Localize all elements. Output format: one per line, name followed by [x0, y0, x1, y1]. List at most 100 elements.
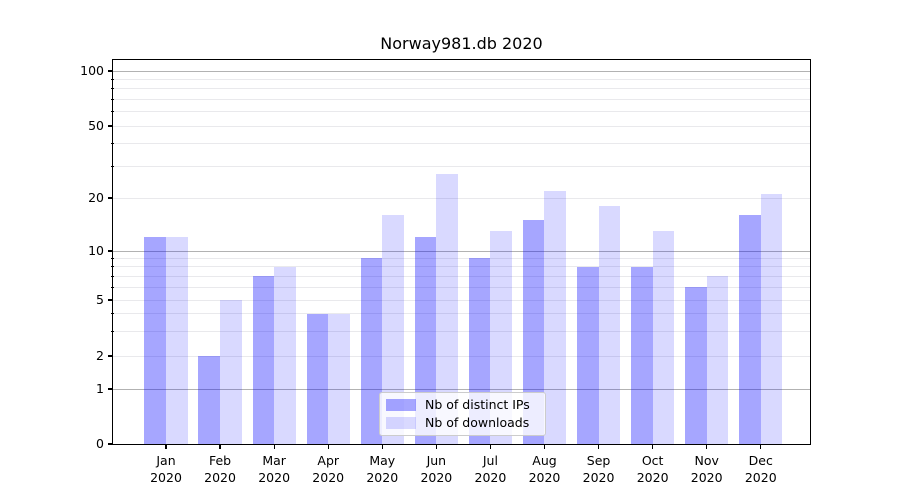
y-minor-tick-mark [110, 266, 114, 268]
x-tick-label: Feb 2020 [204, 453, 236, 485]
y-tick-label: 100 [80, 63, 104, 78]
y-minor-tick-mark [110, 98, 114, 100]
bar [490, 230, 512, 444]
x-tick-label: Jul 2020 [474, 453, 507, 485]
y-tick-mark [108, 355, 113, 357]
y-tick-mark [108, 443, 113, 445]
minor-gridline [113, 88, 810, 90]
y-minor-tick-mark [110, 313, 114, 315]
minor-gridline [113, 313, 810, 315]
x-tick-label: Nov 2020 [690, 453, 723, 485]
y-minor-tick-mark [110, 111, 114, 113]
x-tick-mark [273, 444, 275, 449]
x-tick-label: Aug 2020 [528, 453, 561, 485]
minor-gridline [113, 257, 810, 259]
bar [576, 266, 599, 444]
bar [706, 276, 729, 444]
x-tick-mark [760, 444, 762, 449]
y-tick-label: 20 [88, 190, 104, 205]
x-tick-label: May 2020 [366, 453, 399, 485]
bar [360, 258, 383, 444]
bar [198, 356, 221, 444]
legend-item-downloads: Nb of downloads [386, 416, 545, 430]
y-minor-tick-mark [110, 275, 114, 277]
bar [166, 237, 188, 444]
x-tick-label: Oct 2020 [636, 453, 669, 485]
x-tick-mark [327, 444, 329, 449]
y-tick-label: 10 [88, 243, 104, 258]
bar [436, 174, 458, 444]
minor-gridline [113, 275, 810, 277]
bar [598, 206, 621, 444]
x-tick-mark [435, 444, 437, 449]
y-minor-tick-mark [110, 286, 114, 288]
y-tick-label: 2 [96, 348, 104, 363]
x-tick-mark [165, 444, 167, 449]
y-minor-tick-mark [110, 88, 114, 90]
major-gridline [113, 250, 810, 252]
minor-gridline [113, 286, 810, 288]
y-tick-mark [108, 388, 113, 390]
bar [685, 287, 707, 444]
x-tick-mark [597, 444, 600, 449]
y-tick-mark [108, 125, 113, 127]
x-tick-mark [219, 444, 221, 449]
x-tick-label: Jun 2020 [420, 453, 453, 485]
bar [382, 215, 404, 444]
chart-title: Norway981.db 2020 [380, 34, 543, 53]
x-tick-mark [489, 444, 491, 449]
legend-label-downloads: Nb of downloads [425, 415, 530, 431]
x-tick-mark [706, 444, 708, 449]
minor-gridline [113, 197, 810, 199]
bar [739, 215, 761, 444]
bar [544, 190, 567, 444]
minor-gridline [113, 78, 810, 80]
minor-gridline [113, 266, 810, 268]
y-tick-label: 1 [96, 381, 104, 396]
y-minor-tick-mark [110, 78, 114, 80]
minor-gridline [113, 299, 810, 301]
y-tick-label: 50 [88, 118, 104, 133]
x-tick-label: Jan 2020 [150, 453, 182, 485]
minor-gridline [113, 98, 810, 100]
legend-swatch-downloads [386, 417, 416, 430]
y-tick-label: 0 [96, 436, 104, 451]
legend-item-distinct-ips: Nb of distinct IPs [386, 396, 545, 412]
minor-gridline [113, 355, 810, 357]
x-tick-label: Apr 2020 [312, 453, 345, 485]
y-minor-tick-mark [110, 143, 114, 145]
legend-swatch-distinct-ips [386, 398, 416, 411]
y-tick-mark [108, 250, 113, 252]
major-gridline [113, 388, 810, 390]
bar [652, 230, 675, 444]
y-tick-label: 5 [96, 292, 104, 307]
bar [328, 313, 350, 444]
y-tick-mark [108, 299, 113, 301]
y-minor-tick-mark [110, 330, 114, 332]
bar [306, 313, 329, 444]
legend-label-distinct-ips: Nb of distinct IPs [425, 396, 530, 412]
bar [220, 300, 242, 444]
bar [631, 266, 653, 444]
bar [760, 194, 783, 444]
bar [274, 266, 296, 444]
x-tick-label: Mar 2020 [258, 453, 291, 485]
x-tick-label: Dec 2020 [744, 453, 777, 485]
x-tick-mark [543, 444, 546, 449]
bar [522, 219, 545, 444]
minor-gridline [113, 111, 810, 113]
y-tick-mark [108, 70, 113, 72]
x-tick-label: Sep 2020 [582, 453, 615, 485]
x-tick-mark [381, 444, 383, 449]
legend: Nb of distinct IPs Nb of downloads [379, 392, 546, 436]
y-tick-mark [108, 197, 113, 199]
minor-gridline [113, 125, 810, 127]
major-gridline [113, 70, 810, 72]
y-minor-tick-mark [110, 257, 114, 259]
y-minor-tick-mark [110, 165, 114, 167]
bar [144, 237, 166, 444]
minor-gridline [113, 165, 810, 167]
bar [252, 276, 275, 444]
minor-gridline [113, 143, 810, 145]
